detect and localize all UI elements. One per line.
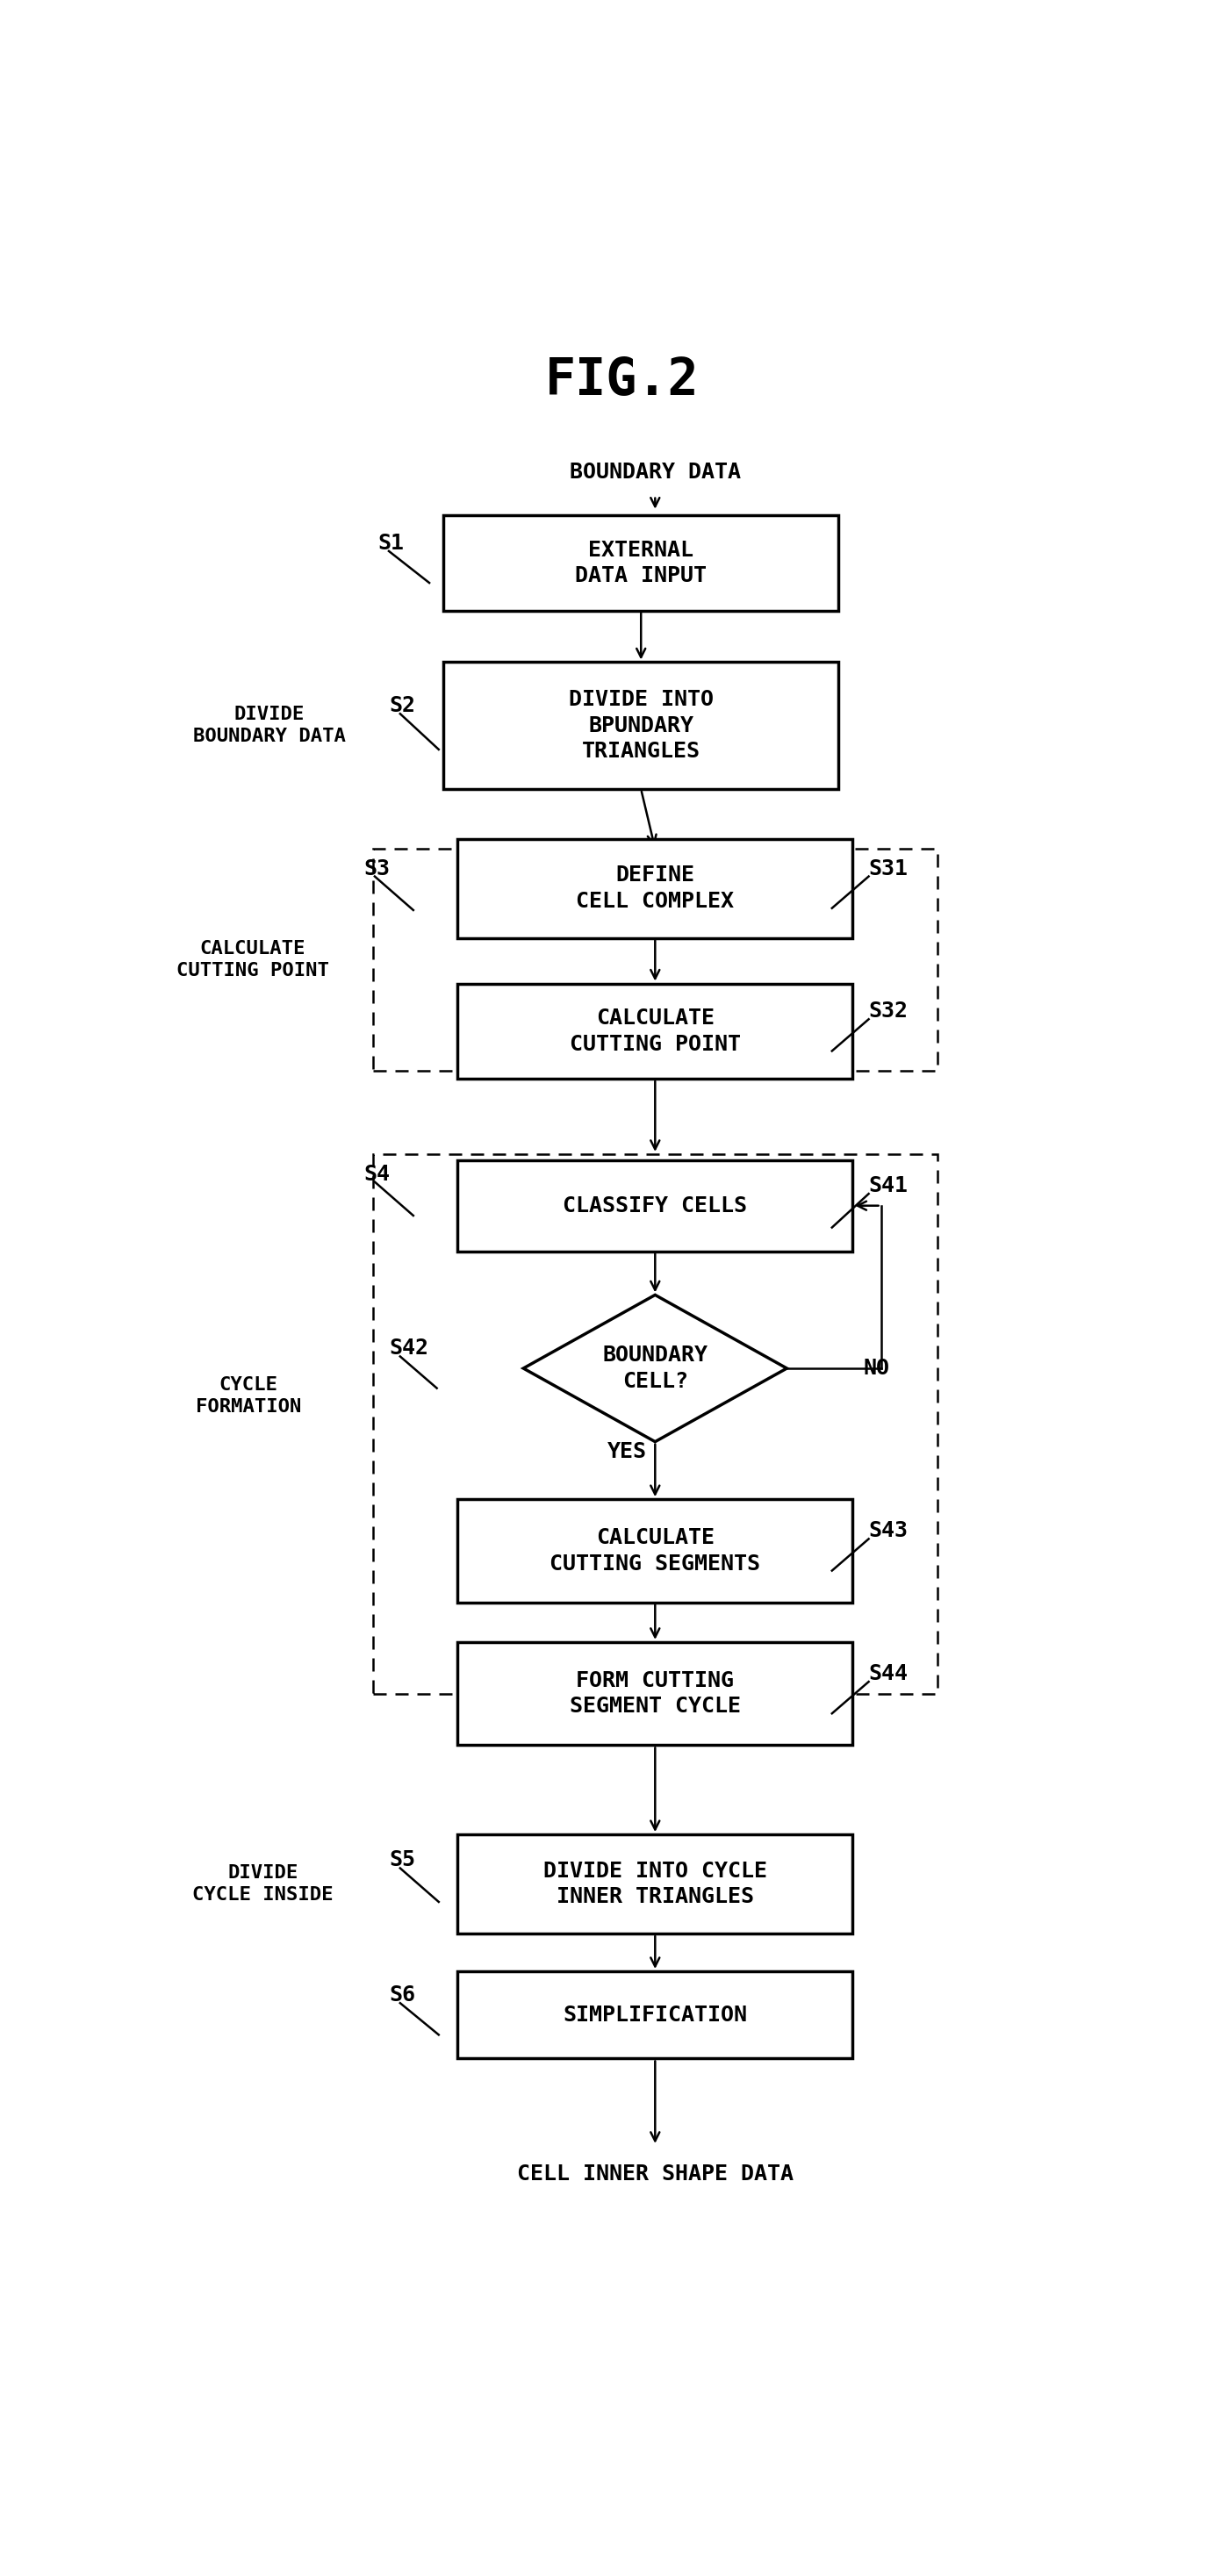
Text: S2: S2 [388,696,415,716]
Text: SIMPLIFICATION: SIMPLIFICATION [563,2004,748,2025]
Text: CYCLE
FORMATION: CYCLE FORMATION [195,1376,301,1417]
Text: S32: S32 [869,999,908,1023]
Text: DIVIDE INTO
BPUNDARY
TRIANGLES: DIVIDE INTO BPUNDARY TRIANGLES [568,688,714,762]
Text: CLASSIFY CELLS: CLASSIFY CELLS [563,1195,748,1216]
Bar [458,1971,852,2058]
Text: YES: YES [607,1440,647,1463]
Text: S43: S43 [869,1520,908,1540]
Text: S44: S44 [869,1664,908,1685]
Bar [458,984,852,1079]
Text: S6: S6 [388,1984,415,2007]
Text: EXTERNAL
DATA INPUT: EXTERNAL DATA INPUT [575,538,707,587]
Polygon shape [523,1296,787,1443]
Bar [458,1834,852,1935]
Text: DIVIDE INTO CYCLE
INNER TRIANGLES: DIVIDE INTO CYCLE INNER TRIANGLES [543,1860,767,1909]
Bar [443,515,839,611]
Text: DIVIDE
CYCLE INSIDE: DIVIDE CYCLE INSIDE [192,1865,333,1904]
Bar [458,840,852,938]
Bar [458,1641,852,1744]
Text: DIVIDE
BOUNDARY DATA: DIVIDE BOUNDARY DATA [193,706,346,744]
Bar [458,1499,852,1602]
Text: DEFINE
CELL COMPLEX: DEFINE CELL COMPLEX [577,866,734,912]
Bar [373,848,937,1072]
Text: CALCULATE
CUTTING SEGMENTS: CALCULATE CUTTING SEGMENTS [550,1528,760,1574]
Text: BOUNDARY
CELL?: BOUNDARY CELL? [602,1345,708,1391]
Text: CALCULATE
CUTTING POINT: CALCULATE CUTTING POINT [176,940,329,979]
Text: S1: S1 [378,533,404,554]
Text: CELL INNER SHAPE DATA: CELL INNER SHAPE DATA [517,2164,794,2184]
Text: S42: S42 [388,1337,429,1360]
Text: NO: NO [863,1358,890,1378]
Text: CALCULATE
CUTTING POINT: CALCULATE CUTTING POINT [569,1007,741,1054]
Text: FIG.2: FIG.2 [545,355,699,404]
Text: S4: S4 [363,1164,390,1185]
Text: S5: S5 [388,1850,415,1870]
Text: S3: S3 [363,858,390,878]
Text: S31: S31 [869,858,908,878]
Bar [373,1154,937,1692]
Text: S41: S41 [869,1175,908,1195]
Text: FORM CUTTING
SEGMENT CYCLE: FORM CUTTING SEGMENT CYCLE [569,1669,741,1718]
Text: BOUNDARY DATA: BOUNDARY DATA [569,461,741,482]
Bar [443,662,839,788]
Bar [458,1159,852,1252]
